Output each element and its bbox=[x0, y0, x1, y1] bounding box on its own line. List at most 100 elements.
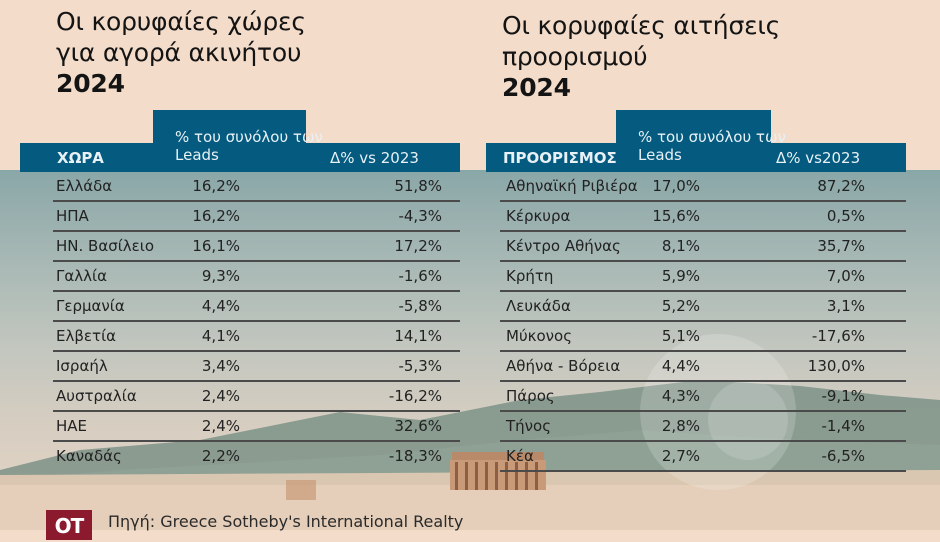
left-title-year: 2024 bbox=[56, 69, 125, 98]
row-share: 4,3% bbox=[661, 387, 700, 405]
row-change: -5,3% bbox=[398, 357, 442, 375]
row-change: -17,6% bbox=[811, 327, 865, 345]
row-name: ΗΠΑ bbox=[56, 207, 89, 225]
row-name: Αυστραλία bbox=[56, 387, 137, 405]
right-title-line2: προορισμού bbox=[502, 42, 648, 71]
table-row: Κέα 2,7% -6,5% bbox=[500, 442, 906, 472]
row-change: -5,8% bbox=[398, 297, 442, 315]
row-share: 5,2% bbox=[661, 297, 700, 315]
row-name: Κέρκυρα bbox=[506, 207, 571, 225]
row-name: ΗΝ. Βασίλειο bbox=[56, 237, 155, 255]
row-change: -18,3% bbox=[388, 447, 442, 465]
table-row: ΗΝ. Βασίλειο 16,1% 17,2% bbox=[53, 232, 460, 262]
row-name: Ελβετία bbox=[56, 327, 117, 345]
row-name: Κέντρο Αθήνας bbox=[506, 237, 621, 255]
row-share: 2,4% bbox=[201, 387, 240, 405]
row-name: ΗΑΕ bbox=[56, 417, 88, 435]
right-title-year: 2024 bbox=[502, 73, 571, 102]
header-bar bbox=[486, 143, 906, 172]
row-change: -16,2% bbox=[388, 387, 442, 405]
left-title: Οι κορυφαίες χώρες για αγορά ακινήτου 20… bbox=[56, 6, 306, 99]
header-bar bbox=[20, 143, 460, 172]
row-change: 51,8% bbox=[394, 177, 442, 195]
table-header: ΧΩΡΑ % του συνόλου των Leads Δ% vs 2023 bbox=[20, 110, 460, 172]
row-share: 3,4% bbox=[201, 357, 240, 375]
table-row: Αθήνα - Βόρεια 4,4% 130,0% bbox=[500, 352, 906, 382]
table-header: ΠΡΟΟΡΙΣΜΟΣ % του συνόλου των Leads Δ% vs… bbox=[486, 110, 906, 172]
header-country: ΧΩΡΑ bbox=[57, 149, 104, 167]
row-share: 16,2% bbox=[192, 207, 240, 225]
row-share: 4,4% bbox=[201, 297, 240, 315]
table-row: Ελλάδα 16,2% 51,8% bbox=[53, 172, 460, 202]
row-change: 7,0% bbox=[826, 267, 865, 285]
header-change: Δ% vs 2023 bbox=[330, 149, 419, 167]
row-name: Αθηναϊκή Ριβιέρα bbox=[506, 177, 638, 195]
table-row: Καναδάς 2,2% -18,3% bbox=[53, 442, 460, 470]
row-name: Πάρος bbox=[506, 387, 555, 405]
row-name: Ελλάδα bbox=[56, 177, 113, 195]
right-title: Οι κορυφαίες αιτήσεις προορισμού 2024 bbox=[502, 10, 780, 103]
table-body: Ελλάδα 16,2% 51,8% ΗΠΑ 16,2% -4,3% ΗΝ. Βασίλ… bbox=[53, 172, 460, 470]
ot-logo: OT bbox=[46, 510, 92, 540]
row-change: 0,5% bbox=[826, 207, 865, 225]
row-share: 16,2% bbox=[192, 177, 240, 195]
header-change: Δ% vs2023 bbox=[776, 149, 861, 167]
row-change: 130,0% bbox=[807, 357, 865, 375]
table-row: Γαλλία 9,3% -1,6% bbox=[53, 262, 460, 292]
row-name: Καναδάς bbox=[56, 447, 122, 465]
row-change: 32,6% bbox=[394, 417, 442, 435]
row-share: 4,4% bbox=[661, 357, 700, 375]
row-share: 5,1% bbox=[661, 327, 700, 345]
row-share: 4,1% bbox=[201, 327, 240, 345]
row-share: 2,8% bbox=[661, 417, 700, 435]
row-share: 8,1% bbox=[661, 237, 700, 255]
row-name: Λευκάδα bbox=[506, 297, 571, 315]
table-row: Λευκάδα 5,2% 3,1% bbox=[500, 292, 906, 322]
athens-landscape-illustration bbox=[0, 380, 940, 530]
header-tab bbox=[616, 110, 771, 143]
row-change: 35,7% bbox=[817, 237, 865, 255]
table-row: Ελβετία 4,1% 14,1% bbox=[53, 322, 460, 352]
row-share: 9,3% bbox=[201, 267, 240, 285]
row-share: 2,4% bbox=[201, 417, 240, 435]
destinations-table: ΠΡΟΟΡΙΣΜΟΣ % του συνόλου των Leads Δ% vs… bbox=[486, 110, 906, 472]
row-change: -1,4% bbox=[821, 417, 865, 435]
row-change: -1,6% bbox=[398, 267, 442, 285]
row-share: 2,2% bbox=[201, 447, 240, 465]
countries-table: ΧΩΡΑ % του συνόλου των Leads Δ% vs 2023 … bbox=[20, 110, 460, 470]
header-tab bbox=[153, 110, 306, 143]
row-name: Αθήνα - Βόρεια bbox=[506, 357, 621, 375]
row-name: Κέα bbox=[506, 447, 534, 465]
row-name: Γερμανία bbox=[56, 297, 125, 315]
table-row: Τήνος 2,8% -1,4% bbox=[500, 412, 906, 442]
row-change: -6,5% bbox=[821, 447, 865, 465]
source-note: Πηγή: Greece Sotheby's International Rea… bbox=[108, 512, 464, 531]
table-row: Κέντρο Αθήνας 8,1% 35,7% bbox=[500, 232, 906, 262]
row-change: 17,2% bbox=[394, 237, 442, 255]
table-row: Κρήτη 5,9% 7,0% bbox=[500, 262, 906, 292]
row-share: 16,1% bbox=[192, 237, 240, 255]
left-title-line1: Οι κορυφαίες χώρες bbox=[56, 7, 306, 36]
table-row: Αθηναϊκή Ριβιέρα 17,0% 87,2% bbox=[500, 172, 906, 202]
table-row: Γερμανία 4,4% -5,8% bbox=[53, 292, 460, 322]
row-change: -4,3% bbox=[398, 207, 442, 225]
row-change: -9,1% bbox=[821, 387, 865, 405]
row-name: Κρήτη bbox=[506, 267, 554, 285]
row-name: Γαλλία bbox=[56, 267, 107, 285]
row-change: 87,2% bbox=[817, 177, 865, 195]
row-change: 14,1% bbox=[394, 327, 442, 345]
row-share: 15,6% bbox=[652, 207, 700, 225]
table-row: Αυστραλία 2,4% -16,2% bbox=[53, 382, 460, 412]
table-row: Μύκονος 5,1% -17,6% bbox=[500, 322, 906, 352]
row-share: 17,0% bbox=[652, 177, 700, 195]
row-name: Μύκονος bbox=[506, 327, 572, 345]
row-name: Ισραήλ bbox=[56, 357, 108, 375]
left-title-line2: για αγορά ακινήτου bbox=[56, 38, 302, 67]
row-name: Τήνος bbox=[506, 417, 552, 435]
header-destination: ΠΡΟΟΡΙΣΜΟΣ bbox=[503, 149, 617, 167]
table-row: Ισραήλ 3,4% -5,3% bbox=[53, 352, 460, 382]
table-row: ΗΑΕ 2,4% 32,6% bbox=[53, 412, 460, 442]
header-share: % του συνόλου των Leads bbox=[638, 128, 786, 164]
table-row: ΗΠΑ 16,2% -4,3% bbox=[53, 202, 460, 232]
table-row: Κέρκυρα 15,6% 0,5% bbox=[500, 202, 906, 232]
